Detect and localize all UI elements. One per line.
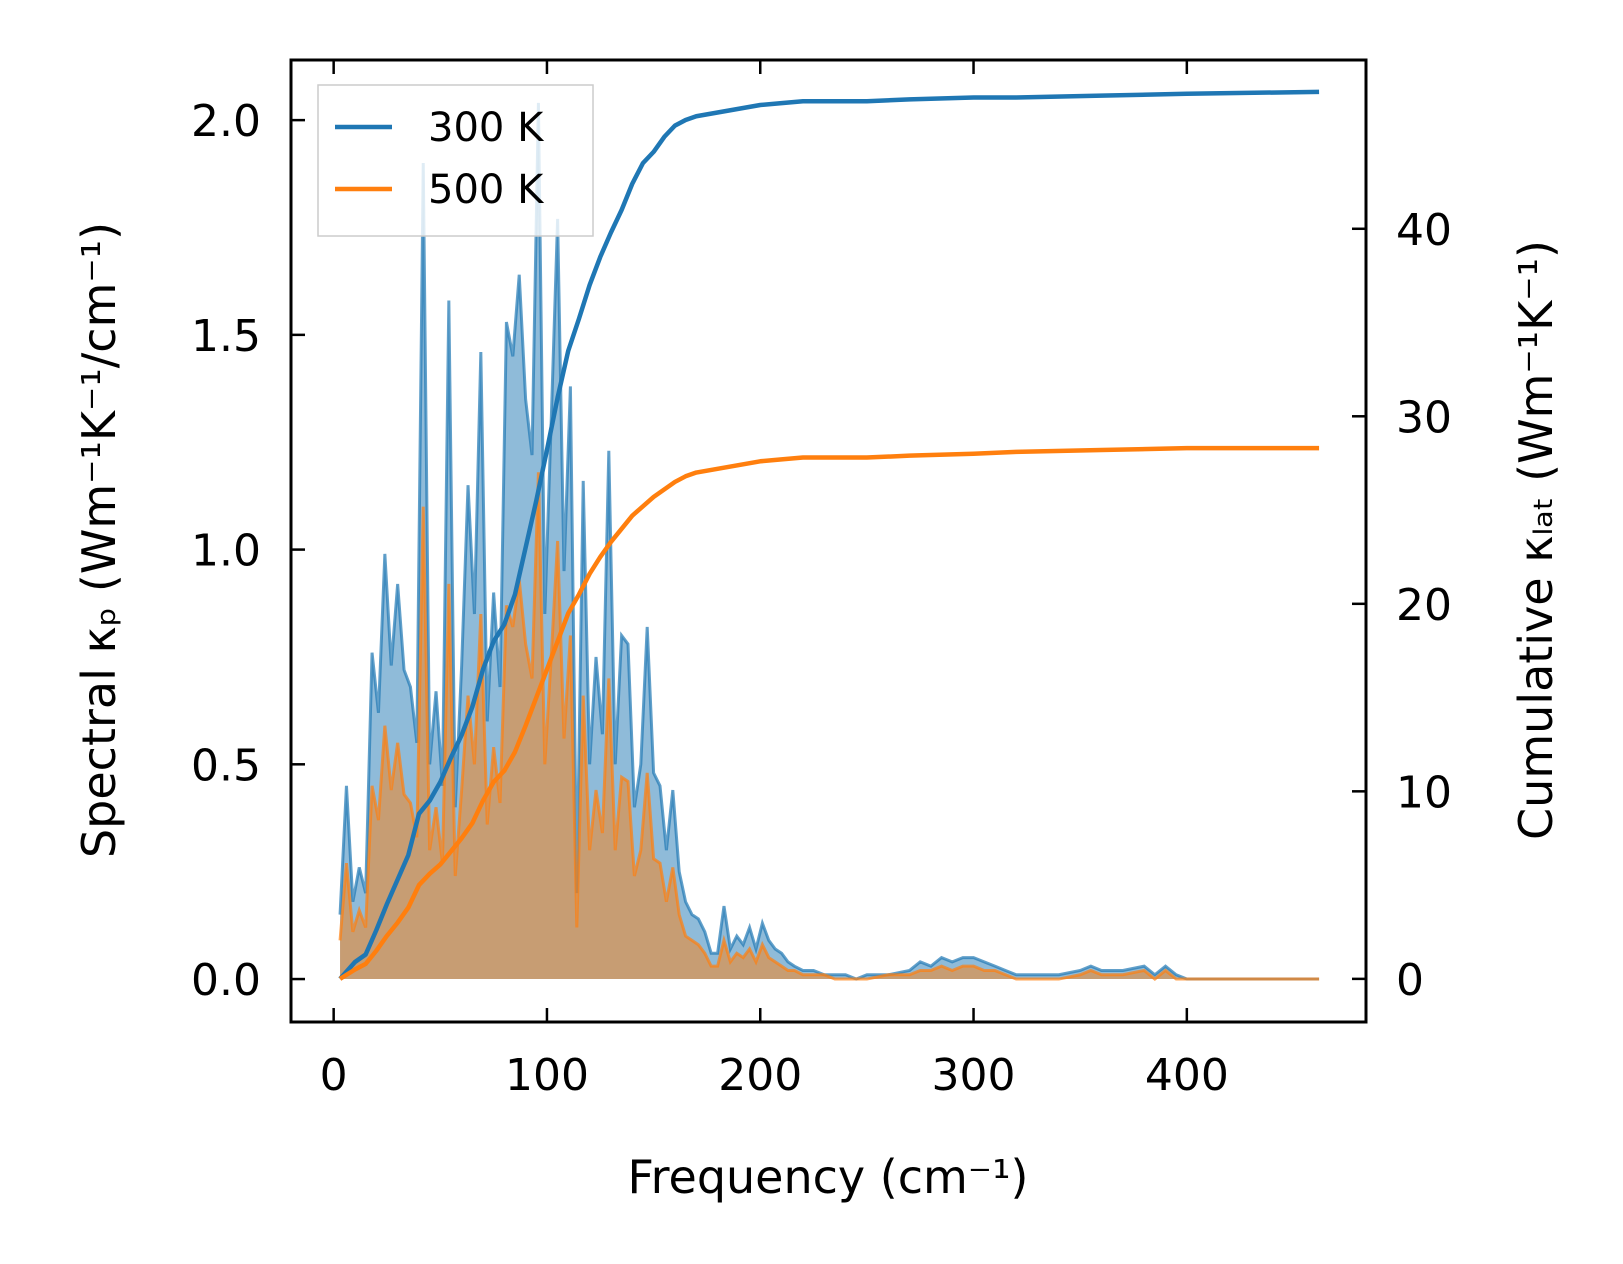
spectral-line-300k (338, 102, 1320, 981)
y-right-tick-label: 10 (1396, 767, 1452, 818)
y-axis-left-label: Spectral κₚ (Wm⁻¹K⁻¹/cm⁻¹) (72, 222, 126, 858)
x-tick-label: 400 (1145, 1050, 1229, 1101)
y-left-tick-label: 0.0 (191, 955, 261, 1006)
spectral-area-500k (340, 472, 1320, 980)
legend: 300 K 500 K (317, 84, 594, 237)
x-tick-label: 0 (320, 1050, 348, 1101)
cumulative-line-300k (338, 89, 1320, 981)
legend-label: 300 K (428, 105, 545, 151)
legend-box (317, 84, 594, 237)
y-right-tick-label: 20 (1396, 580, 1452, 631)
y-left-tick-label: 0.5 (191, 740, 261, 791)
plot-frame (289, 58, 1368, 1024)
spectral-line-500k (338, 472, 1320, 981)
y-axis-right-label: Cumulative κₗₐₜ (Wm⁻¹K⁻¹) (1509, 240, 1563, 840)
x-tick-label: 300 (932, 1050, 1016, 1101)
legend-label: 500 K (428, 167, 545, 213)
x-tick-label: 100 (505, 1050, 589, 1101)
cumulative-layer (338, 89, 1320, 981)
x-tick-label: 200 (718, 1050, 802, 1101)
y-left-tick-label: 1.0 (191, 526, 261, 577)
y-left-tick-label: 1.5 (191, 311, 261, 362)
y-right-tick-label: 40 (1396, 205, 1452, 256)
spectral-layer (338, 102, 1320, 981)
x-axis-label: Frequency (cm⁻¹) (628, 1150, 1029, 1204)
y-right-tick-label: 30 (1396, 392, 1452, 443)
cumulative-line-500k (338, 445, 1320, 981)
y-left-tick-label: 2.0 (191, 96, 261, 147)
y-right-tick-label: 0 (1396, 955, 1424, 1006)
tick-layer: 0 100 200 300 400 0.0 0.5 1.0 1.5 2.0 0 10 20 30 40 (191, 60, 1452, 1101)
